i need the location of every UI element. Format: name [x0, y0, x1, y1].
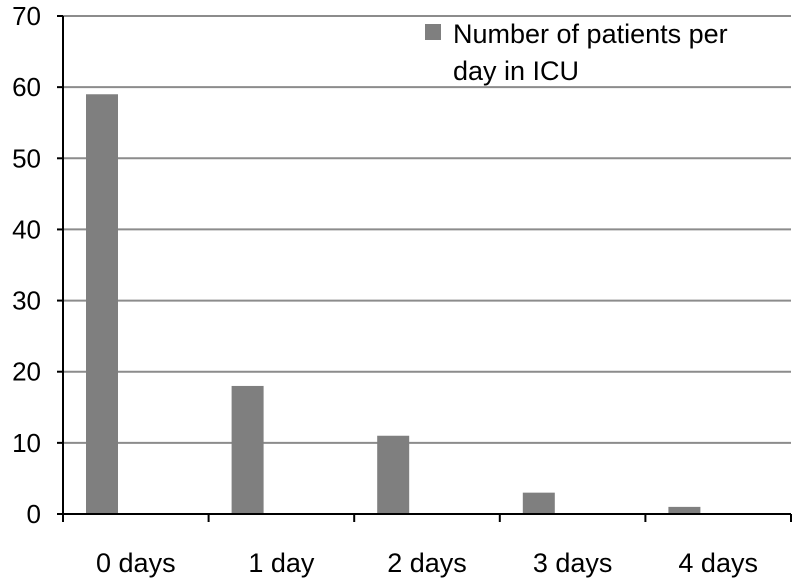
bars — [86, 94, 701, 514]
bar — [231, 385, 264, 514]
x-category-label: 0 days — [96, 548, 176, 578]
legend: Number of patients per day in ICU — [425, 19, 728, 86]
y-tick-label: 70 — [12, 1, 41, 31]
y-tick-label: 60 — [12, 72, 41, 102]
x-category-labels: 0 days 1 day 2 days 3 days 4 days — [96, 548, 758, 578]
y-tick-labels: 0 10 20 30 40 50 60 70 — [12, 1, 41, 529]
x-category-label: 3 days — [533, 548, 613, 578]
bar — [377, 435, 410, 514]
axes — [57, 15, 792, 522]
y-tick-label: 30 — [12, 286, 41, 316]
y-tick-label: 20 — [12, 357, 41, 387]
legend-swatch — [425, 24, 441, 40]
y-tick-label: 10 — [12, 428, 41, 458]
legend-label-line-2: day in ICU — [453, 56, 579, 86]
bar — [86, 94, 118, 514]
bar — [522, 492, 555, 514]
x-category-label: 1 day — [248, 548, 315, 578]
y-tick-label: 50 — [12, 143, 41, 173]
legend-label-line-1: Number of patients per — [453, 19, 728, 49]
x-category-label: 2 days — [387, 548, 467, 578]
y-tick-label: 40 — [12, 214, 41, 244]
gridlines — [63, 15, 791, 444]
y-tick-label: 0 — [27, 499, 41, 529]
bar — [668, 506, 701, 514]
x-category-label: 4 days — [678, 548, 758, 578]
